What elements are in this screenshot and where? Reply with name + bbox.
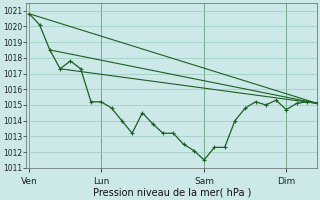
X-axis label: Pression niveau de la mer( hPa ): Pression niveau de la mer( hPa ) (92, 187, 251, 197)
